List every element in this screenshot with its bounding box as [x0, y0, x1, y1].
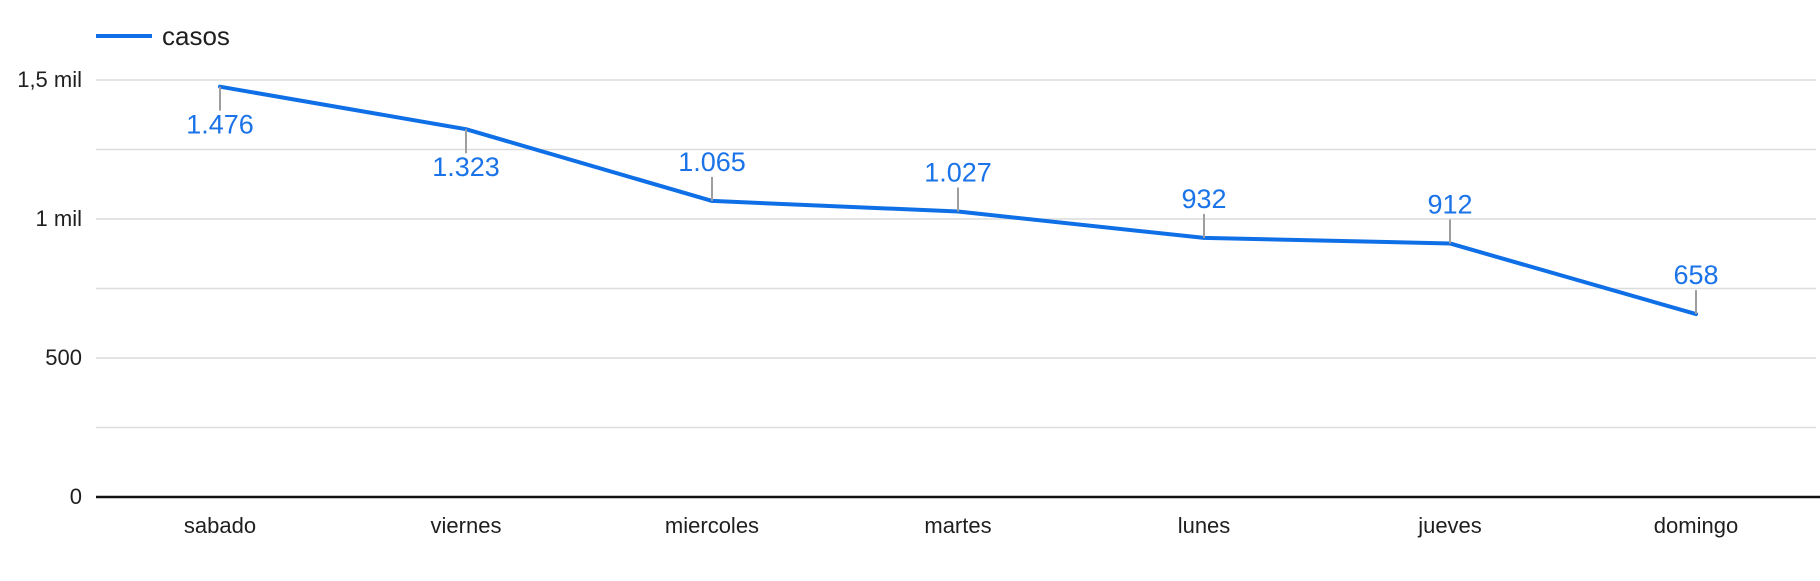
y-axis: 0 500 1 mil 1,5 mil [17, 67, 82, 509]
y-tick-label: 1 mil [36, 206, 82, 231]
data-label: 1.323 [432, 152, 500, 182]
data-label: 912 [1427, 189, 1472, 219]
y-tick-label: 500 [45, 345, 82, 370]
data-label: 658 [1673, 260, 1718, 290]
x-axis: sabado viernes miercoles martes lunes jueves d… [184, 513, 1738, 538]
x-tick-label: miercoles [665, 513, 759, 538]
legend[interactable]: casos [96, 21, 230, 51]
y-tick-label: 1,5 mil [17, 67, 82, 92]
x-tick-label: sabado [184, 513, 256, 538]
data-label: 1.476 [186, 110, 254, 140]
data-label: 1.027 [924, 157, 992, 187]
legend-label: casos [162, 21, 230, 51]
x-tick-label: jueves [1417, 513, 1482, 538]
gridlines [96, 79, 1816, 429]
x-tick-label: martes [924, 513, 991, 538]
x-tick-label: lunes [1178, 513, 1231, 538]
data-label: 1.065 [678, 147, 746, 177]
x-tick-label: viernes [431, 513, 502, 538]
data-labels: 1.476 1.323 1.065 1.027 932 912 658 [186, 86, 1719, 315]
y-tick-label: 0 [70, 484, 82, 509]
data-label: 932 [1181, 184, 1226, 214]
x-tick-label: domingo [1654, 513, 1738, 538]
